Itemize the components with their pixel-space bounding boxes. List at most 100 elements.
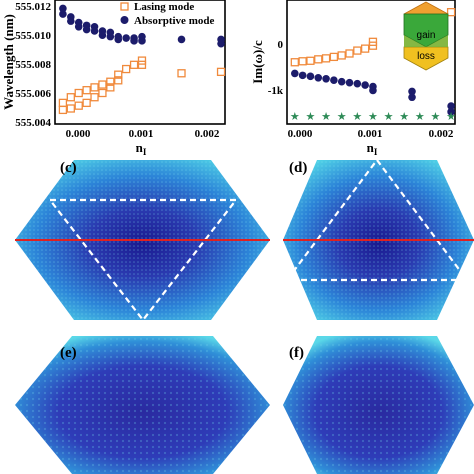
panel-b-x-ticks: 0.000 0.001 0.002 (288, 128, 454, 140)
lasing-mode-point (337, 51, 346, 60)
panel-d-dashed-triangle (284, 158, 470, 282)
absorptive-mode-point (217, 39, 225, 48)
absorptive-mode-point (447, 108, 455, 116)
x-tick-label: 0.002 (429, 128, 454, 140)
absorptive-mode-point (337, 77, 346, 86)
legend-absorptive-label: Absorptive mode (134, 15, 214, 27)
panel-b-y-ticks: 0 -1k (268, 39, 284, 97)
panel-f-mesh (283, 336, 474, 474)
absorptive-mode-point (90, 27, 99, 35)
legend-absorptive-marker (120, 16, 129, 24)
x-tick-label: 0.001 (358, 128, 383, 140)
panel-c-field-map: (c) (15, 160, 270, 322)
panel-f-field-map: (f) (283, 336, 474, 474)
absorptive-mode-point (67, 17, 75, 25)
lasing-mode-point (290, 58, 299, 67)
gain-loss-inset: gain loss (403, 1, 449, 71)
panel-e-label: (e) (60, 345, 77, 361)
x-tick-label: 0.000 (66, 128, 91, 140)
panel-d-label: (d) (289, 160, 307, 176)
absorptive-mode-point (361, 81, 369, 89)
lasing-mode-point (137, 60, 147, 69)
lasing-mode-point (98, 80, 107, 89)
panel-a-x-ticks: 0.000 0.001 0.002 (66, 128, 220, 140)
inset-top-region (403, 1, 449, 15)
absorptive-mode-point (369, 86, 377, 95)
lasing-mode-point (58, 98, 68, 108)
absorptive-mode-point (306, 72, 315, 81)
absorptive-mode-point (82, 25, 91, 34)
lasing-mode-point (368, 37, 378, 46)
y-tick-label: 0 (278, 39, 284, 51)
lasing-mode-point (129, 60, 139, 69)
absorptive-mode-point (59, 4, 67, 13)
absorptive-mode-point (98, 31, 107, 40)
absorptive-mode-point (353, 79, 362, 88)
absorptive-mode-point (408, 93, 416, 102)
lasing-mode-point (345, 49, 354, 58)
absorptive-mode-point (345, 78, 354, 87)
lasing-mode-point (446, 8, 456, 17)
panel-b-plot-frame (286, 0, 456, 125)
star-point: ★ (337, 111, 347, 123)
y-tick-label: 555.004 (15, 117, 51, 129)
lasing-mode-point (58, 105, 68, 115)
lasing-mode-point (329, 52, 339, 62)
absorptive-mode-point (106, 32, 115, 41)
star-point: ★ (431, 111, 441, 123)
star-point: ★ (446, 111, 456, 123)
y-tick-label: 555.006 (15, 88, 51, 100)
lasing-mode-point (74, 88, 83, 98)
star-point: ★ (306, 111, 316, 123)
lasing-mode-point (314, 55, 323, 64)
panel-a-legend: Lasing mode Absorptive mode (120, 1, 214, 27)
lasing-mode-point (298, 57, 307, 66)
absorptive-mode-point (122, 34, 130, 42)
lasing-mode-point (114, 76, 123, 85)
lasing-mode-point (360, 44, 370, 53)
star-point: ★ (368, 111, 378, 123)
absorptive-mode-point (74, 22, 83, 31)
panel-b-chart: ★ ★ ★ ★ ★ ★ ★ ★ ★ ★ ★ 0 -1k Im(ω)/c 0.000 0.001 0.… (250, 0, 456, 157)
panel-e-mesh (15, 336, 270, 474)
lasing-mode-point (82, 86, 91, 95)
y-tick-label: 555.012 (15, 1, 51, 13)
lasing-mode-point (106, 77, 115, 86)
panel-c-dashed-triangle (47, 198, 239, 322)
lasing-mode-point (122, 64, 131, 74)
absorptive-mode-point (408, 87, 416, 96)
absorptive-mode-point (177, 35, 186, 44)
lasing-mode-point (82, 98, 91, 108)
panel-d-field-map: (d) (283, 158, 474, 320)
lasing-mode-point (114, 70, 123, 79)
y-tick-label: 555.010 (15, 30, 51, 42)
absorptive-mode-point (322, 74, 330, 83)
panel-e-field-map: (e) (15, 336, 270, 474)
panel-c-label: (c) (60, 160, 77, 176)
star-point: ★ (415, 111, 425, 123)
star-point: ★ (352, 111, 362, 123)
absorptive-mode-point (314, 74, 323, 82)
panel-b-x-axis-label: nI (367, 140, 378, 157)
lasing-mode-point (66, 104, 75, 113)
lasing-mode-point (353, 46, 362, 55)
legend-lasing-marker (120, 2, 129, 11)
absorptive-mode-point (298, 71, 307, 80)
absorptive-mode-point (114, 35, 123, 44)
x-tick-label: 0.001 (129, 128, 154, 140)
x-tick-label: 0.000 (288, 128, 313, 140)
panel-a-x-axis-label: nI (136, 140, 147, 157)
lasing-mode-point (321, 54, 331, 63)
absorptive-mode-point (291, 69, 299, 78)
star-point: ★ (321, 111, 331, 123)
inset-gain-label: gain (417, 30, 436, 41)
star-point: ★ (290, 111, 300, 123)
inset-loss-label: loss (417, 51, 435, 62)
panel-a-plot-frame (54, 0, 226, 125)
star-point: ★ (384, 111, 394, 123)
absorptive-mode-point (130, 37, 138, 45)
absorptive-mode-point (138, 37, 146, 45)
x-tick-label: 0.002 (195, 128, 220, 140)
lasing-mode-point (90, 83, 99, 92)
